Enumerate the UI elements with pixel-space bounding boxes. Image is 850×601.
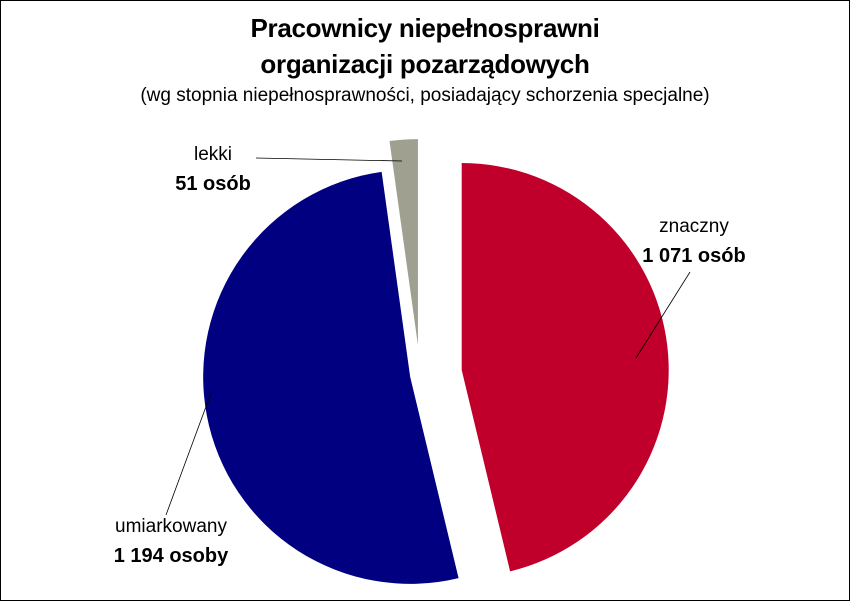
chart-title-line2: organizacji pozarządowych	[260, 49, 590, 79]
leader-line-znaczny	[635, 271, 691, 359]
value-label-znaczny: 1 071 osób	[642, 245, 745, 267]
leader-line-umiarkowany	[165, 392, 212, 516]
value-label-lekki: 51 osób	[175, 173, 251, 195]
category-label-umiarkowany: umiarkowany	[115, 516, 227, 537]
category-label-lekki: lekki	[194, 144, 232, 165]
leader-line-lekki	[255, 157, 403, 162]
value-label-umiarkowany: 1 194 osoby	[114, 545, 229, 567]
pie-slice-umiarkowany[interactable]	[203, 171, 459, 584]
category-label-znaczny: znaczny	[659, 216, 729, 237]
chart-title: Pracownicy niepełnosprawni	[250, 13, 600, 43]
pie-slice-znaczny[interactable]	[461, 163, 669, 572]
pie-slice-lekki[interactable]	[389, 139, 418, 346]
chart-subtitle: (wg stopnia niepełnosprawności, posiadaj…	[140, 85, 710, 106]
